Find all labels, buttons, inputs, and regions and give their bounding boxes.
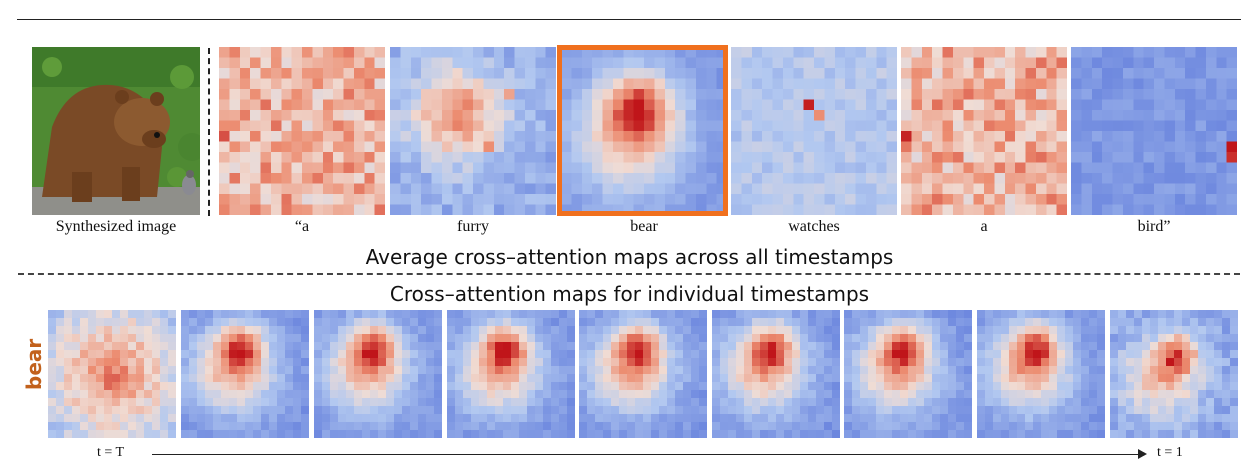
timeline-arrow xyxy=(152,454,1142,455)
timeline-arrowhead xyxy=(1138,449,1147,459)
token-label-bear: bear xyxy=(22,338,46,390)
timestep-map-9 xyxy=(1110,310,1238,438)
top-rule xyxy=(17,19,1241,20)
word-caption-2: furry xyxy=(457,218,489,235)
word-caption-3: bear xyxy=(630,218,658,235)
timestep-map-6 xyxy=(712,310,840,438)
word-caption-1: “a xyxy=(294,218,310,235)
timestep-map-5 xyxy=(579,310,707,438)
attention-map-word-3 xyxy=(561,47,727,215)
attention-map-word-1 xyxy=(219,47,385,215)
timestep-map-7 xyxy=(844,310,972,438)
section-divider xyxy=(18,273,1240,275)
timestep-map-1 xyxy=(48,310,176,438)
timeline-start-label: t = T xyxy=(97,445,125,460)
vertical-divider xyxy=(208,48,210,216)
attention-map-word-6 xyxy=(1071,47,1237,215)
timestep-map-2 xyxy=(181,310,309,438)
timestep-map-4 xyxy=(447,310,575,438)
timestep-map-8 xyxy=(977,310,1105,438)
individual-maps-heading: Cross–attention maps for individual time… xyxy=(389,282,870,306)
average-maps-heading: Average cross–attention maps across all … xyxy=(365,245,894,269)
attention-map-word-4 xyxy=(731,47,897,215)
timestep-map-3 xyxy=(314,310,442,438)
timeline-end-label: t = 1 xyxy=(1157,445,1183,460)
word-caption-6: bird” xyxy=(1137,218,1171,235)
attention-map-word-2 xyxy=(390,47,556,215)
synthesized-bear-image xyxy=(32,47,200,215)
attention-map-word-5 xyxy=(901,47,1067,215)
synthesized-image-caption: Synthesized image xyxy=(55,218,177,235)
word-caption-5: a xyxy=(980,218,988,235)
word-caption-4: watches xyxy=(788,218,840,235)
